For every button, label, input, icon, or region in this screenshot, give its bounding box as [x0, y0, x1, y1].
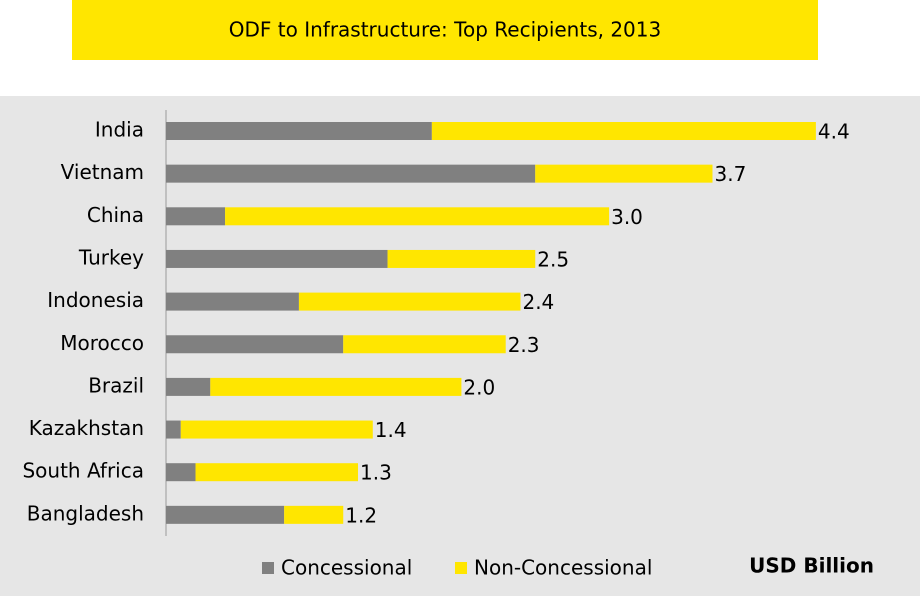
chart-title: ODF to Infrastructure: Top Recipients, 2…	[229, 18, 661, 42]
bar-segment	[225, 207, 610, 226]
bar-segment	[166, 377, 211, 396]
bar-segment	[166, 335, 344, 354]
total-label: 2.5	[537, 247, 569, 271]
unit-label: USD Billion	[749, 554, 874, 578]
bar-segment	[431, 122, 816, 140]
bar-segment	[210, 377, 462, 396]
bar-segment	[166, 164, 536, 183]
title-box	[72, 0, 818, 60]
category-label: Indonesia	[47, 288, 144, 312]
category-label: Vietnam	[61, 160, 144, 184]
legend-label: Non-Concessional	[474, 556, 652, 580]
category-label: South Africa	[22, 459, 144, 483]
category-label: China	[87, 203, 144, 227]
category-label: India	[95, 118, 144, 142]
total-label: 2.4	[522, 290, 554, 314]
legend-swatch	[455, 562, 467, 574]
bar-segment	[387, 249, 536, 268]
bar-segment	[195, 463, 359, 482]
category-label: Turkey	[78, 245, 144, 269]
bar-segment	[535, 164, 713, 183]
bar-segment	[298, 292, 521, 311]
category-label: Kazakhstan	[29, 416, 144, 440]
bar-segment	[166, 249, 388, 268]
bar-segment	[166, 292, 299, 311]
legend-label: Concessional	[281, 556, 412, 580]
bar-segment	[343, 335, 506, 354]
total-label: 2.0	[463, 375, 495, 399]
category-label: Bangladesh	[27, 501, 144, 525]
bar-segment	[166, 420, 181, 439]
total-label: 3.0	[611, 205, 643, 229]
bar-segment	[166, 207, 226, 226]
category-label: Morocco	[60, 331, 144, 355]
legend-swatch	[262, 562, 274, 574]
total-label: 1.4	[375, 418, 407, 442]
total-label: 2.3	[508, 333, 540, 357]
category-label: Brazil	[88, 373, 144, 397]
total-label: 1.2	[345, 503, 377, 527]
bar-segment	[166, 505, 285, 524]
bar-segment	[180, 420, 373, 439]
bar-segment	[284, 505, 344, 524]
total-label: 4.4	[818, 120, 850, 144]
bar-segment	[166, 463, 196, 482]
bar-segment	[166, 122, 432, 140]
total-label: 3.7	[714, 162, 746, 186]
total-label: 1.3	[360, 461, 392, 485]
